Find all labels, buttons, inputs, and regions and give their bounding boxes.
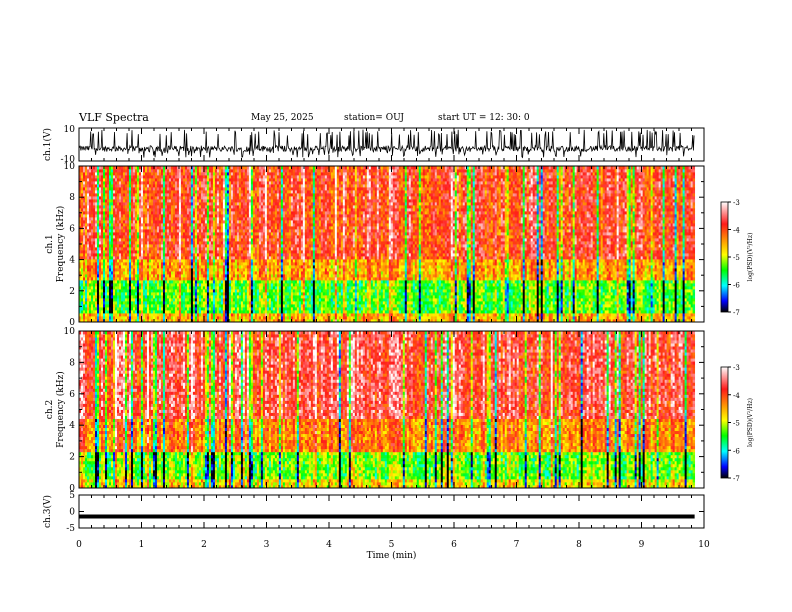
y-axis-label: ch.1(V)	[42, 128, 53, 161]
spectrogram-cell	[693, 316, 695, 319]
ch1-spectrogram-cells	[79, 166, 695, 322]
spectrogram-cell	[693, 313, 695, 316]
spectrogram-cell	[693, 289, 695, 292]
ch1-spectrogram	[79, 166, 731, 322]
spectrogram-cell	[693, 280, 695, 283]
spectrogram-cell	[693, 301, 695, 304]
ch1-waveform-panel	[79, 128, 704, 161]
spectrogram-cell	[693, 304, 695, 307]
spectrogram-cell	[693, 286, 695, 289]
spectrogram-cell	[693, 298, 695, 301]
spectrogram-cell	[693, 295, 695, 298]
spectrogram-cell	[693, 307, 695, 310]
vlf-spectra-figure: 10-10ch.1(V)0246810ch.1 Frequency (kHz)-3…	[0, 0, 792, 612]
spectrogram-cell	[693, 283, 695, 286]
spectrogram-cell	[693, 310, 695, 313]
spectrogram-cell	[693, 292, 695, 295]
y-tick-label: 10	[64, 125, 76, 135]
spectrogram-cell	[693, 277, 695, 280]
